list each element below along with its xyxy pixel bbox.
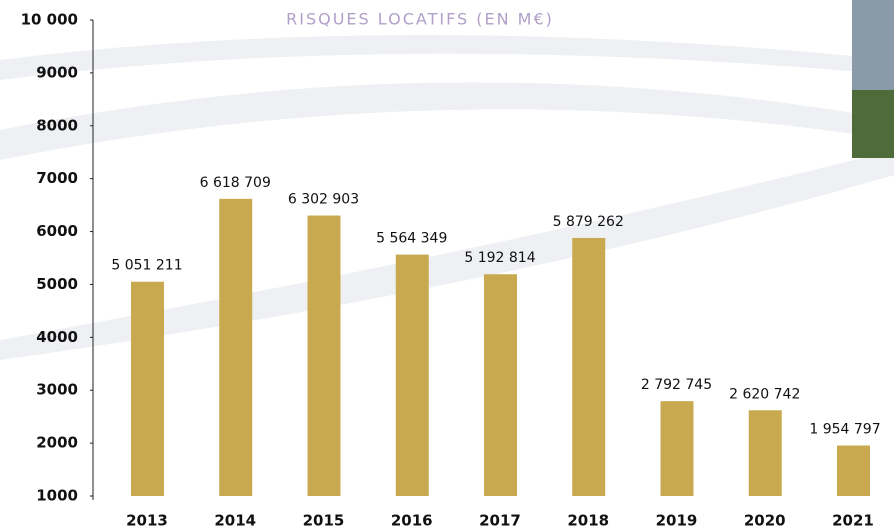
value-label: 6 618 709	[200, 175, 271, 191]
bar	[484, 274, 517, 496]
x-tick-label: 2014	[214, 512, 256, 530]
y-tick-label: 6000	[36, 222, 78, 240]
y-tick-label: 5000	[36, 275, 78, 293]
x-tick-label: 2016	[391, 512, 433, 530]
value-label: 5 564 349	[376, 231, 447, 247]
y-tick-label: 4000	[36, 328, 78, 346]
bar	[748, 410, 782, 496]
value-label: 5 192 814	[464, 250, 535, 266]
value-label: 2 620 742	[729, 386, 800, 402]
bar	[219, 198, 253, 497]
x-tick-label: 2015	[303, 512, 345, 530]
bar	[395, 254, 429, 496]
y-tick-label: 9000	[36, 63, 78, 81]
x-tick-label: 2020	[744, 512, 786, 530]
value-label: 5 879 262	[553, 214, 624, 230]
value-label: 6 302 903	[288, 192, 359, 208]
x-tick-label: 2019	[656, 512, 698, 530]
background-swoosh	[0, 82, 894, 160]
y-tick-label: 8000	[36, 116, 78, 134]
chart-title: RISQUES LOCATIFS (EN M€)	[286, 10, 554, 29]
bar	[307, 215, 341, 497]
x-tick-label: 2021	[832, 512, 874, 530]
value-label: 1 954 797	[809, 422, 880, 438]
x-tick-label: 2017	[479, 512, 521, 530]
bar	[131, 281, 164, 496]
background-swoosh	[0, 35, 894, 80]
value-label: 5 051 211	[111, 258, 182, 274]
value-label: 2 792 745	[641, 377, 712, 393]
y-tick-label: 3000	[36, 381, 78, 399]
y-tick-label: 7000	[36, 169, 78, 187]
bar	[660, 401, 694, 496]
y-tick-label: 1000	[36, 487, 78, 505]
x-tick-label: 2013	[126, 512, 168, 530]
bar	[572, 237, 606, 496]
bar	[837, 445, 870, 496]
y-tick-label: 10 000	[21, 11, 78, 29]
x-tick-label: 2018	[567, 512, 609, 530]
photo	[852, 90, 894, 158]
y-tick-label: 2000	[36, 434, 78, 452]
